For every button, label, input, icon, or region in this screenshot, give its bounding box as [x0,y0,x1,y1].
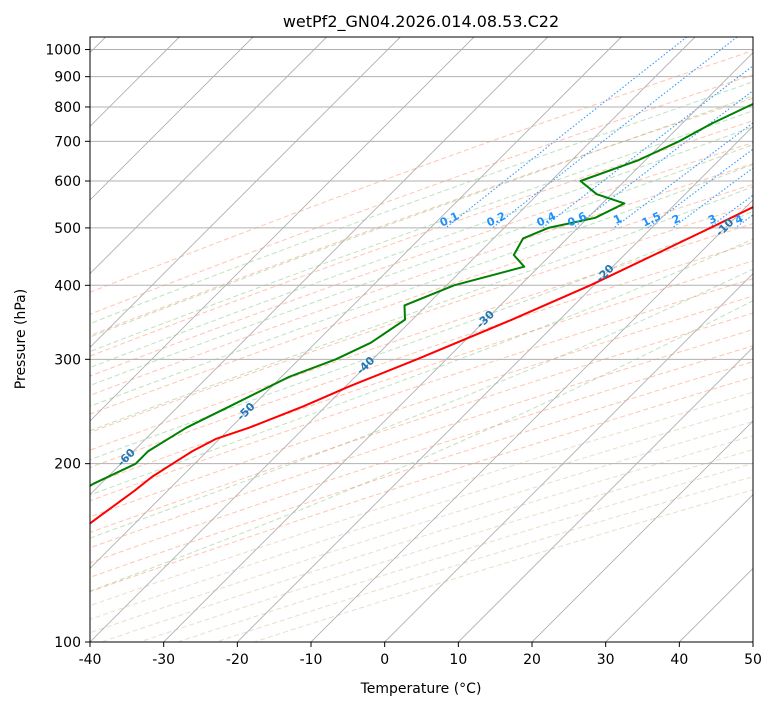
isotherm-line [531,420,753,642]
dry-adiabat-line [90,295,753,518]
x-tick-label: 40 [670,652,688,668]
dry-adiabat-line [90,376,753,593]
moist-adiabat-line [90,110,753,353]
isotherm-line [605,494,753,642]
y-tick-label: 400 [54,278,81,294]
mixing-ratio-line [672,167,753,229]
dry-adiabats [90,50,753,642]
dry-adiabat-line [90,97,753,337]
y-axis-title: Pressure (hPa) [13,289,29,389]
x-axis: -40 -30 -20 -10 0 10 20 30 40 50 [79,642,762,668]
plot-frame [89,36,754,643]
dry-adiabat-line [90,241,753,469]
moist-adiabat-line [90,300,753,592]
skewed-isotherms [90,37,753,642]
isotherm-line [458,346,753,642]
y-tick-label: 500 [54,221,81,237]
y-tick-label: 300 [54,352,81,368]
pressure-gridlines [90,49,753,642]
isotherm-line [90,37,696,642]
dry-adiabat-line [90,278,753,502]
y-tick-label: 200 [54,457,81,473]
y-axis: 1000 900 800 700 600 500 400 300 200 100 [45,43,90,651]
chart-title: wetPf2_GN04.2026.014.08.53.C22 [283,12,559,32]
mixing-ratio-line [492,37,738,229]
isotherm-line [384,273,753,642]
isotherm-line [90,37,475,422]
x-tick-label: 50 [744,652,762,668]
dry-adiabat-line [90,312,753,533]
moist-adiabats [90,81,753,592]
isotherm-line [90,37,254,201]
y-tick-label: 900 [54,70,81,86]
isotherm-line [90,37,548,496]
x-tick-label: -40 [79,652,102,668]
moist-adiabat-line [90,81,753,325]
x-tick-label: -20 [226,652,249,668]
moist-adiabat-line [90,186,753,432]
profile-series [90,102,753,525]
moist-adiabat-line [90,144,753,387]
x-tick-label: 30 [597,652,615,668]
x-axis-title: Temperature (°C) [360,681,482,697]
isotherm-line [237,125,753,642]
isotherm-line [90,37,327,275]
isotherm-line [90,37,401,348]
y-tick-label: 1000 [45,43,81,59]
dry-adiabat-line [90,223,753,451]
mixing-ratio-line [445,37,688,229]
y-tick-label: 100 [54,635,81,651]
dry-adiabat-line [90,345,753,564]
y-tick-label: 800 [54,100,81,116]
dry-adiabat-line [90,163,753,396]
dry-adiabat-line [90,329,753,549]
y-tick-label: 600 [54,174,81,190]
moist-adiabat-line [90,268,753,539]
temperature-profile-line [90,206,753,525]
mixing-ratio-labels: 0.10.20.40.611.52346810131620253036 [438,209,746,229]
mixing-ratio-lines [445,37,753,229]
isotherm-line [90,37,622,569]
dewpoint-profile-line [90,102,753,488]
x-tick-label: 20 [523,652,541,668]
dry-adiabat-line [90,361,753,578]
plot-content: -100-90-80-70-60-50-40-30-20-10010203040… [90,37,753,642]
x-tick-label: 10 [449,652,467,668]
plot-area [90,37,753,642]
y-tick-label: 700 [54,134,81,150]
moist-adiabat-line [90,163,753,407]
dry-adiabat-line [90,50,753,293]
x-tick-label: -30 [152,652,175,668]
dry-adiabat-line [90,391,753,607]
mixing-ratio-line [613,122,753,229]
dry-adiabat-line [90,142,753,377]
isotherm-line [310,199,753,642]
x-tick-label: -10 [300,652,323,668]
x-tick-label: 0 [380,652,389,668]
mixing-ratio-line [542,65,753,229]
